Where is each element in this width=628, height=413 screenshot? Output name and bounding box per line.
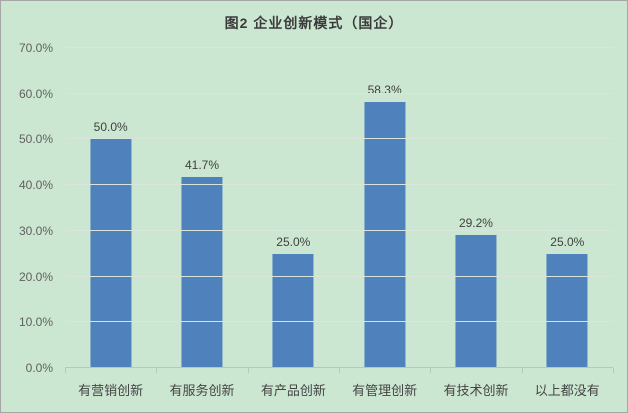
- x-axis-labels: 有营销创新 有服务创新 有产品创新 有管理创新 有技术创新 以上都没有: [65, 380, 613, 398]
- y-tick-label: 60.0%: [18, 86, 53, 101]
- gridline: [65, 321, 613, 323]
- y-axis: 0.0% 10.0% 20.0% 30.0% 40.0% 50.0% 60.0% 70.0%: [1, 41, 59, 375]
- x-category-label: 以上都没有: [534, 383, 600, 398]
- bar-slot: 25.0%: [248, 48, 339, 368]
- x-axis-tick: [430, 368, 432, 373]
- bar-slot: 41.7%: [156, 48, 247, 368]
- bar: [364, 101, 406, 368]
- bar-slot: 58.3%: [339, 48, 430, 368]
- bar-slot: 50.0%: [65, 48, 156, 368]
- bar-value-label: 58.3%: [367, 82, 402, 97]
- bar-value-label: 25.0%: [276, 234, 311, 249]
- x-category-label: 有服务创新: [169, 383, 235, 398]
- bar: [272, 253, 314, 368]
- bar: [90, 139, 132, 368]
- gridline: [65, 229, 613, 231]
- y-tick-label: 20.0%: [18, 269, 53, 284]
- bar-value-label: 25.0%: [550, 234, 585, 249]
- gridline: [65, 184, 613, 186]
- y-tick-label: 30.0%: [18, 223, 53, 238]
- y-tick-label: 10.0%: [18, 315, 53, 330]
- x-category-label: 有营销创新: [78, 383, 144, 398]
- y-tick-label: 50.0%: [18, 132, 53, 147]
- x-axis-tick: [613, 368, 614, 373]
- chart-title: 图2 企业创新模式（国企）: [224, 15, 404, 31]
- gridline: [65, 92, 613, 94]
- bar-value-label: 41.7%: [184, 158, 219, 173]
- x-axis-tick: [247, 368, 249, 373]
- y-tick-label: 70.0%: [18, 41, 53, 55]
- bar-series: 50.0% 41.7% 25.0% 58.3% 29.2% 25.0%: [65, 48, 613, 368]
- gridline: [65, 47, 613, 48]
- bar: [181, 177, 223, 368]
- x-axis-tick: [156, 368, 158, 373]
- x-axis-tick: [339, 368, 340, 373]
- y-tick-label: 0.0%: [25, 361, 53, 375]
- bar-value-label: 29.2%: [458, 215, 493, 230]
- bar: [455, 234, 497, 368]
- y-tick-label: 40.0%: [18, 178, 53, 193]
- bar-value-label: 50.0%: [93, 120, 128, 135]
- x-axis-tick: [65, 368, 66, 373]
- x-category-label: 有产品创新: [260, 383, 326, 398]
- bar-slot: 29.2%: [430, 48, 521, 368]
- x-axis-line: [65, 367, 613, 368]
- x-axis-tick: [521, 368, 523, 373]
- plot-area: 50.0% 41.7% 25.0% 58.3% 29.2% 25.0%: [65, 47, 614, 373]
- bar-slot: 25.0%: [522, 48, 613, 368]
- gridline: [65, 138, 613, 140]
- x-category-label: 有管理创新: [352, 383, 418, 398]
- x-category-label: 有技术创新: [443, 383, 509, 398]
- gridline: [65, 275, 613, 277]
- bar: [546, 253, 588, 368]
